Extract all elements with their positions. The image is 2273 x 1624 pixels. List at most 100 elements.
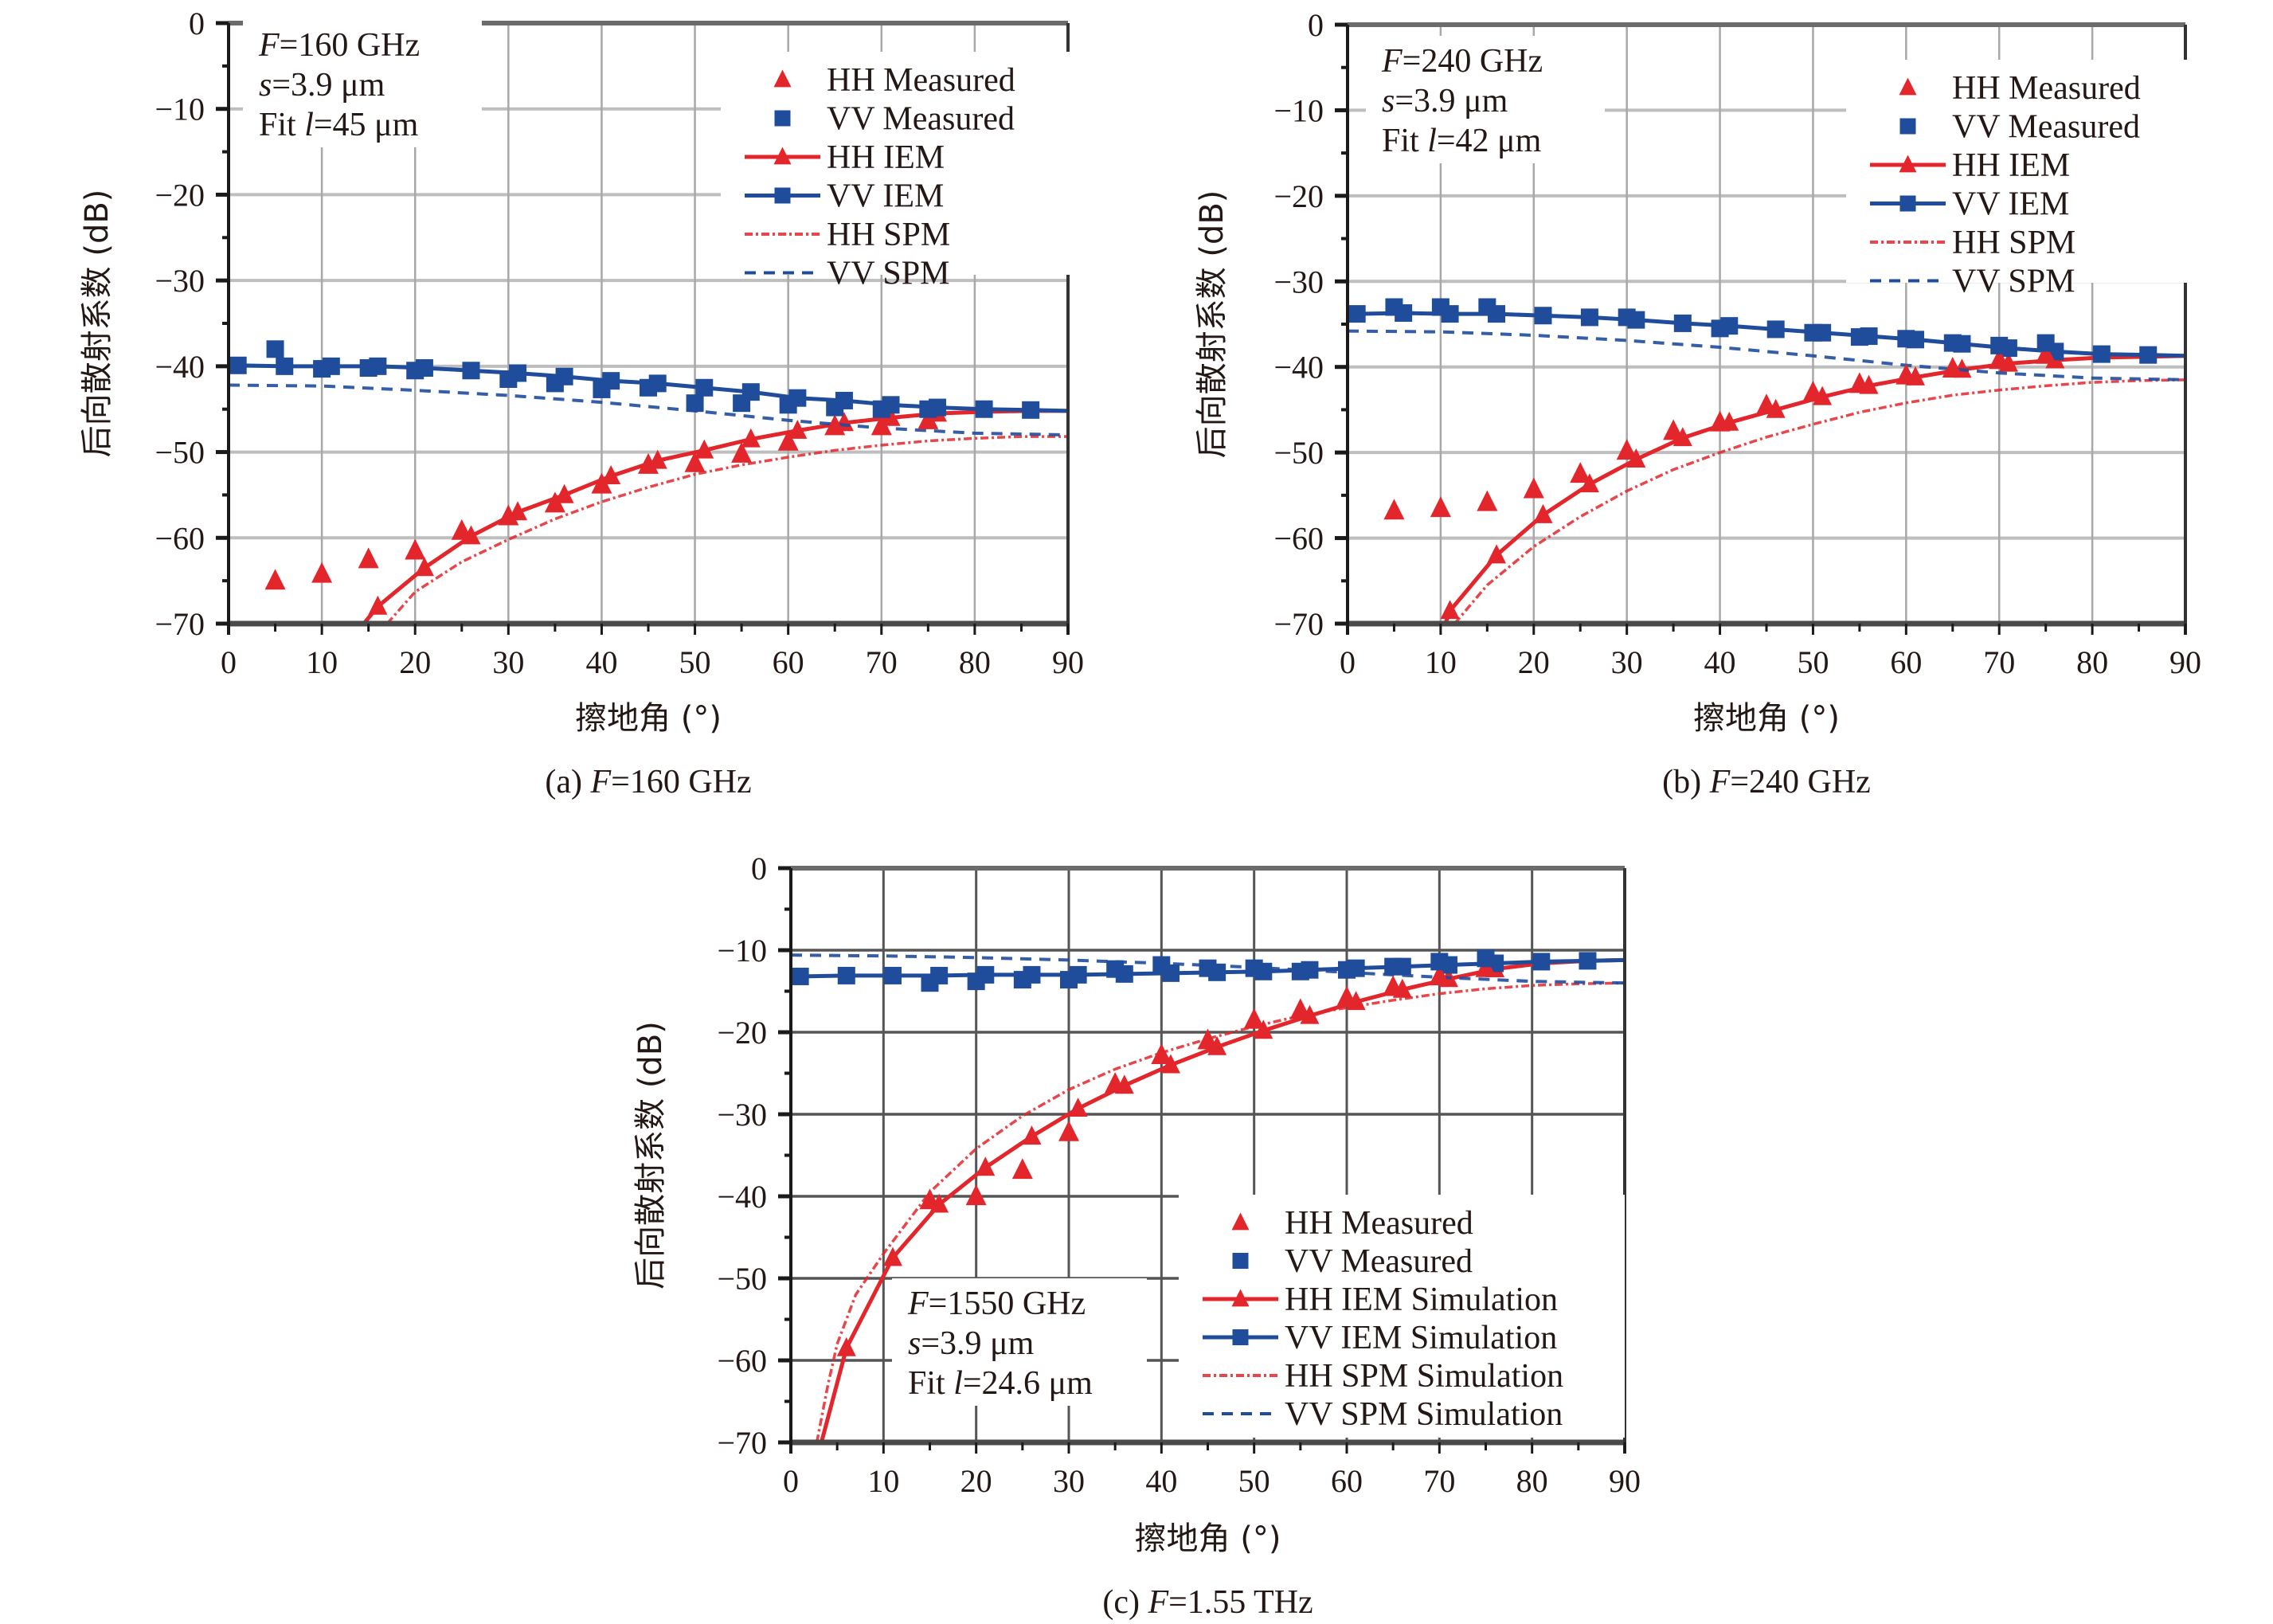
x-tick-label: 90 [2169, 644, 2201, 680]
series-marker-hh-iem [368, 595, 388, 615]
x-tick-label: 0 [221, 644, 237, 680]
legend-item-vv-iem-simulation: VV IEM Simulation [1203, 1320, 1557, 1356]
data-point-vv-measured [1245, 959, 1263, 977]
x-tick-label: 50 [1797, 644, 1829, 680]
annotation-background [1366, 36, 1605, 163]
series-marker-hh-iem [881, 406, 901, 426]
series-marker-hh-iem [1487, 544, 1507, 564]
axes [778, 866, 1626, 1454]
y-tick-label: −20 [717, 1015, 767, 1051]
data-point-hh-measured [870, 414, 892, 436]
x-tick-label: 80 [959, 644, 991, 680]
data-point-vv-measured [1291, 962, 1309, 980]
series-marker-hh-iem [788, 419, 808, 439]
data-point-vv-measured [1477, 949, 1495, 968]
data-point-vv-measured [1338, 961, 1356, 979]
x-tick-label: 30 [1053, 1463, 1085, 1499]
data-point-hh-measured [1289, 998, 1311, 1019]
legend-label: VV IEM [1952, 186, 2069, 223]
data-point-vv-measured [1385, 298, 1403, 316]
y-tick-label: −40 [717, 1179, 767, 1215]
series-marker-hh-iem [694, 439, 714, 459]
y-tick-label: 0 [751, 851, 767, 886]
data-point-hh-measured [1942, 357, 1963, 378]
legend-label: HH IEM [1952, 147, 2070, 184]
legend-item-vv-measured: VV Measured [1232, 1243, 1473, 1280]
data-point-hh-measured [638, 452, 659, 474]
data-point-hh-measured [1989, 348, 2010, 370]
data-point-hh-measured [311, 562, 333, 583]
data-point-vv-measured [266, 340, 284, 358]
y-tick-label: −30 [717, 1097, 767, 1133]
y-tick-label: −10 [717, 933, 767, 969]
series-marker-vv-iem [1534, 307, 1552, 325]
y-axis-title: 后向散射系数 (dB) [632, 1021, 669, 1289]
axes [216, 21, 1070, 635]
series-marker-hh-iem-simulation [836, 1336, 856, 1356]
panel-caption: (b) F=240 GHz [1662, 764, 1871, 800]
data-point-vv-measured [2036, 334, 2055, 352]
panel-caption: (a) F=160 GHz [545, 764, 751, 800]
legend-label: HH SPM [1952, 225, 2075, 261]
legend-label: VV Measured [827, 101, 1015, 138]
data-point-hh-measured [1383, 499, 1405, 520]
data-point-vv-measured [1943, 334, 1962, 352]
x-axis-title: 擦地角 (°) [1135, 1520, 1281, 1557]
chart-panel-c: 0 10 20 30 40 50 60 70 80 90 0 −10 −20 −30 −40 −50 −60 −7… [632, 851, 1641, 1621]
legend-symbol-triangle [1231, 1212, 1250, 1231]
y-tick-label: −50 [155, 435, 205, 471]
data-point-vv-measured [1106, 960, 1125, 978]
x-tick-label: 30 [1611, 644, 1643, 680]
data-point-vv-measured [1013, 971, 1031, 989]
legend-symbol-square [1232, 1329, 1249, 1345]
x-tick-label: 50 [679, 644, 711, 680]
series-marker-vv-iem [975, 400, 993, 418]
series-marker-hh-iem [554, 483, 574, 503]
series-marker-hh-iem-simulation [1022, 1125, 1042, 1145]
series-marker-vv-iem-simulation [1579, 952, 1597, 970]
data-point-hh-measured [1197, 1028, 1219, 1050]
legend-background [1179, 1195, 1625, 1438]
legend-item-vv-measured: VV Measured [1899, 109, 2140, 146]
data-point-vv-measured [1478, 298, 1496, 316]
legend-item-hh-measured: HH Measured [1899, 70, 2141, 107]
series-marker-vv-iem [2139, 346, 2158, 364]
legend-label: VV SPM [827, 256, 949, 292]
legend-item-vv-measured: VV Measured [774, 101, 1015, 138]
data-point-vv-measured [779, 396, 797, 414]
series-line-vv-spm [1347, 329, 2186, 382]
data-point-vv-measured [1850, 328, 1868, 346]
x-tick-label: 10 [306, 644, 338, 680]
legend-item-vv-iem: VV IEM [1870, 186, 2069, 223]
legend-item-vv-spm: VV SPM [745, 256, 949, 292]
series-line-hh-spm [1453, 378, 2186, 625]
series-marker-vv-iem [462, 362, 480, 380]
data-point-hh-measured [824, 414, 846, 436]
data-point-vv-measured [640, 378, 657, 397]
data-point-vv-measured [1618, 308, 1636, 327]
data-point-vv-measured [1711, 319, 1729, 338]
data-point-vv-measured [593, 380, 611, 398]
panel-caption: (c) F=1.55 THz [1102, 1584, 1313, 1621]
series-marker-hh-iem [1440, 600, 1460, 620]
data-point-vv-measured [1431, 298, 1449, 316]
legend-label: VV SPM Simulation [1285, 1396, 1563, 1433]
legend-item-vv-iem: VV IEM [745, 178, 944, 215]
data-point-hh-measured [405, 538, 426, 560]
data-point-hh-measured [1570, 462, 1591, 483]
y-axis-title: 后向散射系数 (dB) [79, 190, 115, 458]
x-tick-label: 10 [867, 1463, 899, 1499]
y-tick-label: −20 [1273, 178, 1324, 214]
data-point-vv-measured [1804, 323, 1822, 342]
legend-label: VV IEM Simulation [1285, 1320, 1557, 1356]
data-point-hh-measured [1243, 1008, 1265, 1029]
data-point-hh-measured [965, 1184, 987, 1206]
legend-label: HH IEM [827, 139, 945, 176]
series-marker-hh-iem [741, 428, 761, 448]
data-point-vv-measured [313, 360, 331, 378]
data-point-hh-measured [1709, 410, 1731, 432]
